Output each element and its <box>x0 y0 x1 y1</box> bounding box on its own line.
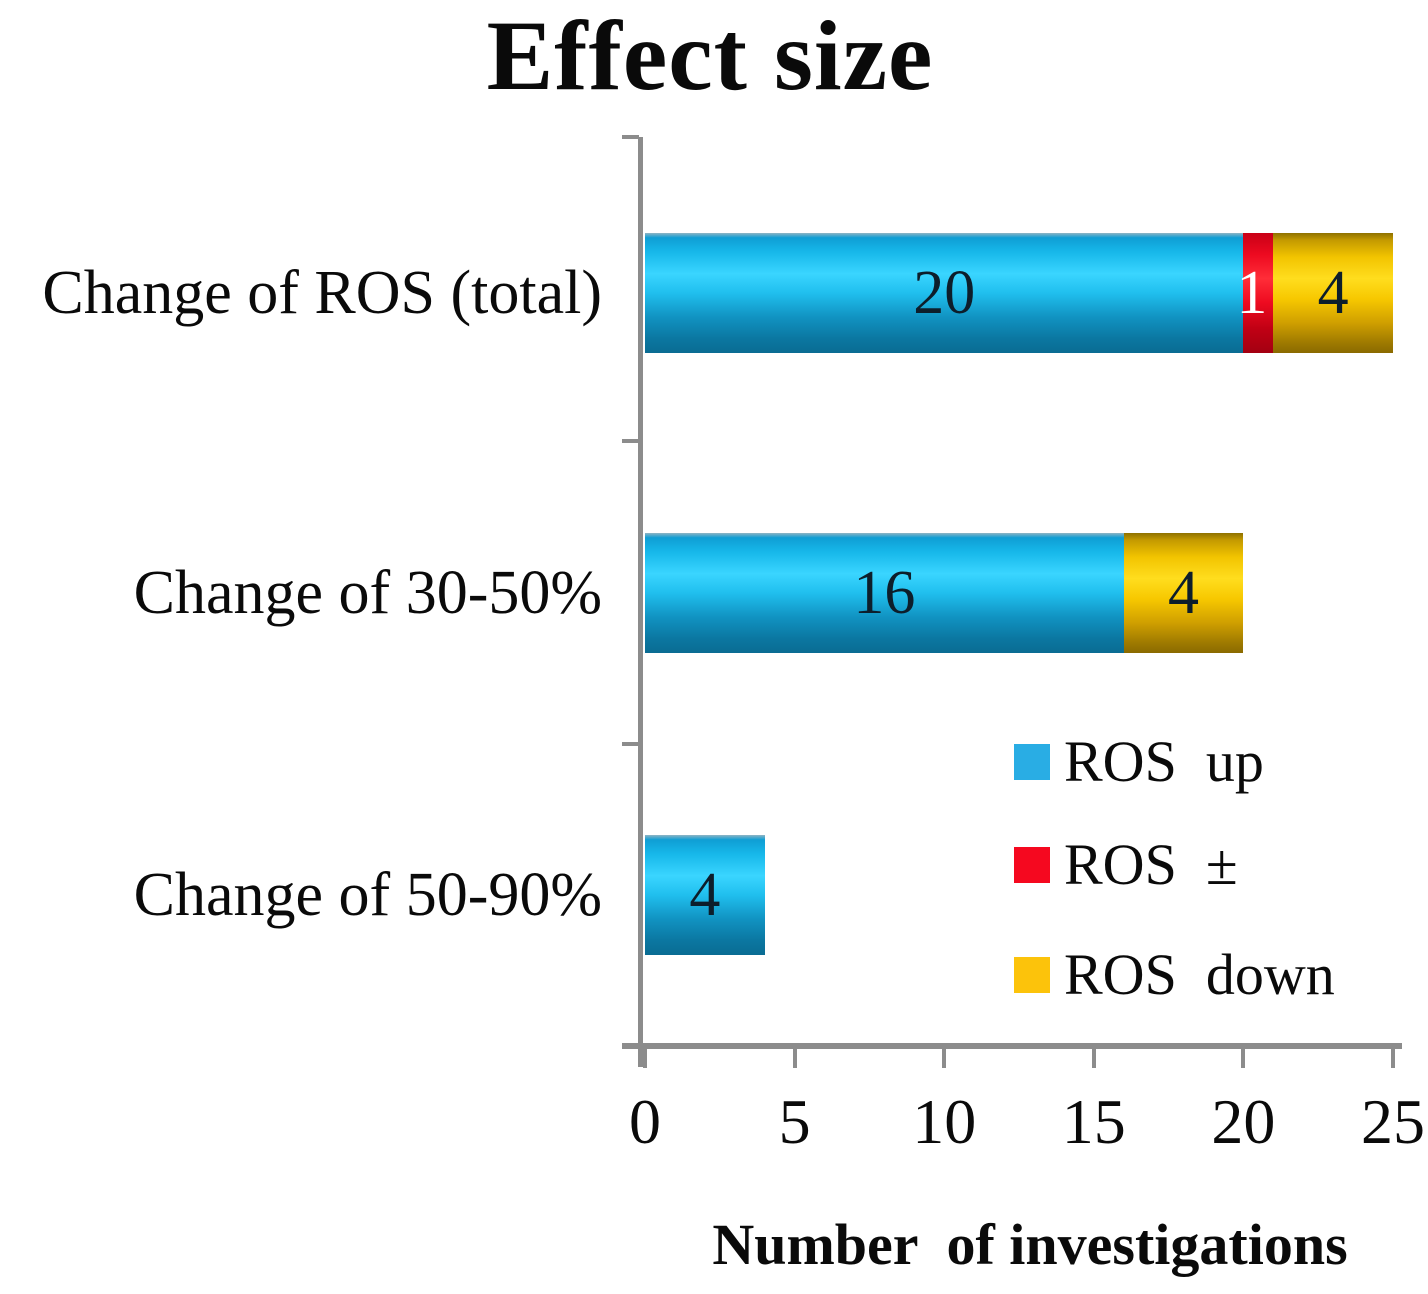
x-axis-tick <box>1241 1049 1246 1068</box>
y-axis-tick <box>622 135 639 139</box>
bar-segment: 4 <box>645 835 765 955</box>
bar-value-label: 4 <box>689 861 721 929</box>
x-axis-tick <box>942 1049 947 1068</box>
x-tick-label: 25 <box>1361 1086 1425 1157</box>
y-axis-tick <box>622 742 639 746</box>
x-tick-label: 0 <box>629 1086 661 1157</box>
legend-swatch <box>1014 847 1050 883</box>
category-label: Change of ROS (total) <box>42 259 602 327</box>
x-axis-tick <box>792 1049 797 1068</box>
bar-value-label: 1 <box>1236 259 1268 327</box>
x-axis-tick <box>643 1049 647 1068</box>
legend-swatch <box>1014 957 1050 993</box>
bar-value-label: 16 <box>853 559 916 627</box>
chart-title: Effect size <box>486 0 934 111</box>
x-tick-label: 15 <box>1061 1086 1126 1157</box>
x-axis-tick <box>1091 1049 1096 1068</box>
x-tick-label: 5 <box>778 1086 811 1157</box>
x-axis-line <box>622 1043 1402 1049</box>
bar-segment: 20 <box>645 233 1244 353</box>
bar-segment: 4 <box>1273 233 1393 353</box>
x-tick-label: 10 <box>912 1086 977 1157</box>
legend-label: ROS ± <box>1064 832 1238 897</box>
legend-label: ROS down <box>1064 942 1335 1007</box>
x-axis-title: Number of investigations <box>712 1212 1348 1277</box>
legend-label: ROS up <box>1064 729 1264 794</box>
bar-segment: 16 <box>645 533 1124 653</box>
category-label: Change of 30-50% <box>133 559 602 627</box>
bar-segment: 4 <box>1123 533 1244 653</box>
x-tick-label: 20 <box>1211 1086 1276 1157</box>
bar-value-label: 4 <box>1168 559 1200 627</box>
bar-segment: 1 <box>1236 233 1274 353</box>
y-axis-tick <box>622 439 639 443</box>
bar-value-label: 4 <box>1317 259 1349 327</box>
category-label: Change of 50-90% <box>133 861 602 929</box>
x-axis-tick <box>1391 1049 1395 1068</box>
legend-swatch <box>1014 744 1050 780</box>
bar-value-label: 20 <box>913 259 976 327</box>
y-axis-line <box>638 137 643 1067</box>
